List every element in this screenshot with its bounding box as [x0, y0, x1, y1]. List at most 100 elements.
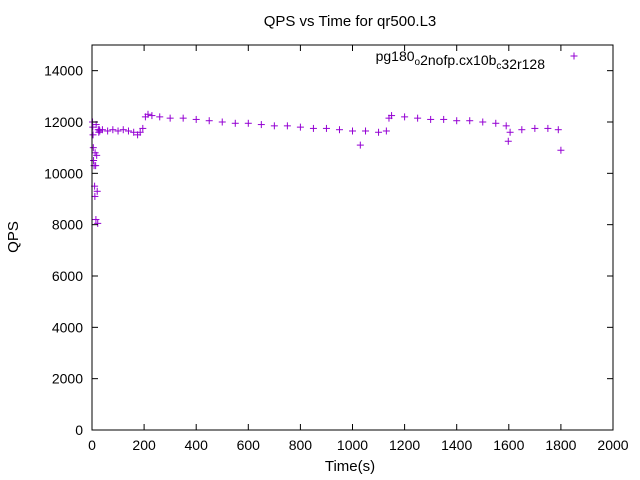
legend-plus-marker — [570, 52, 578, 60]
data-point — [531, 124, 539, 132]
y-axis-ticks: 0 2000 4000 6000 8000 10000 12000 14000 — [44, 63, 613, 438]
data-point — [309, 124, 317, 132]
y-tick-label: 12000 — [44, 114, 83, 130]
data-point — [296, 123, 304, 131]
data-point — [92, 162, 100, 170]
data-point — [93, 187, 101, 195]
x-tick: 1800 — [545, 45, 577, 453]
data-point — [504, 137, 512, 145]
data-point — [479, 118, 487, 126]
data-point — [139, 124, 147, 132]
x-tick-label: 600 — [237, 437, 261, 453]
data-point — [335, 126, 343, 134]
data-point — [427, 115, 435, 123]
y-tick-label: 6000 — [52, 268, 83, 284]
y-tick: 14000 — [44, 63, 613, 79]
data-point — [382, 127, 390, 135]
y-tick-label: 10000 — [44, 165, 83, 181]
data-points — [89, 110, 565, 227]
y-axis-label: QPS — [5, 221, 22, 253]
data-point — [89, 144, 97, 152]
y-tick: 10000 — [44, 165, 613, 181]
data-point — [98, 126, 106, 134]
x-tick: 1000 — [337, 45, 368, 453]
x-tick: 2000 — [597, 45, 629, 453]
data-point — [124, 127, 132, 135]
legend-label: pg180o2nofp.cx10bc32r128 — [376, 48, 546, 72]
data-point — [270, 122, 278, 130]
data-point — [119, 126, 127, 134]
data-point — [148, 112, 156, 120]
data-point — [205, 117, 213, 125]
data-point — [130, 128, 138, 136]
y-tick: 8000 — [52, 217, 613, 233]
data-point — [94, 219, 102, 227]
data-point — [557, 146, 565, 154]
data-point — [518, 126, 526, 134]
x-tick: 600 — [237, 45, 261, 453]
x-tick: 1600 — [493, 45, 525, 453]
data-point — [554, 126, 562, 134]
x-tick-label: 0 — [88, 437, 96, 453]
data-point — [440, 115, 448, 123]
data-point — [283, 122, 291, 130]
x-tick: 800 — [289, 45, 313, 453]
y-tick: 12000 — [44, 114, 613, 130]
data-point — [257, 121, 265, 129]
data-point — [544, 124, 552, 132]
data-point — [362, 127, 370, 135]
y-tick: 2000 — [52, 371, 613, 387]
y-tick: 6000 — [52, 268, 613, 284]
x-tick: 1200 — [389, 45, 420, 453]
y-tick: 0 — [75, 422, 613, 438]
data-point — [244, 119, 252, 127]
data-point — [453, 117, 461, 125]
x-tick: 1400 — [441, 45, 472, 453]
legend-marker — [570, 52, 578, 60]
x-axis-ticks: 0 200 400 600 800 1000 1200 1400 1600 1800 2000 — [88, 45, 629, 453]
y-tick-label: 14000 — [44, 63, 83, 79]
y-tick: 4000 — [52, 319, 613, 335]
data-point — [506, 128, 514, 136]
data-point — [104, 127, 112, 135]
x-tick-label: 800 — [289, 437, 313, 453]
x-tick: 0 — [88, 45, 96, 453]
data-point — [144, 110, 152, 118]
y-tick-label: 8000 — [52, 217, 83, 233]
data-point — [90, 157, 98, 164]
x-tick: 400 — [185, 45, 208, 453]
chart-title: QPS vs Time for qr500.L3 — [264, 13, 437, 30]
plot-frame — [91, 44, 614, 431]
data-point — [91, 192, 99, 200]
data-point — [89, 131, 97, 139]
data-point — [466, 117, 474, 125]
data-point — [109, 126, 117, 134]
x-tick-label: 1400 — [441, 437, 472, 453]
x-tick-label: 1600 — [493, 437, 524, 453]
data-point — [192, 115, 200, 123]
legend: pg180o2nofp.cx10bc32r128 — [376, 48, 578, 72]
data-point — [375, 128, 383, 136]
data-point — [322, 124, 330, 132]
data-point — [114, 127, 122, 135]
y-tick-label: 0 — [75, 422, 83, 438]
x-tick: 200 — [132, 45, 156, 453]
y-tick-label: 2000 — [52, 371, 83, 387]
data-point — [502, 122, 510, 130]
x-tick-label: 1200 — [389, 437, 420, 453]
data-point — [401, 113, 409, 121]
data-point — [349, 127, 356, 135]
data-point — [92, 216, 100, 224]
y-tick-label: 4000 — [52, 319, 83, 335]
data-point — [388, 112, 396, 120]
x-axis-label: Time(s) — [325, 458, 375, 475]
data-point — [136, 128, 144, 136]
x-tick-label: 200 — [132, 437, 156, 453]
x-tick-label: 1000 — [337, 437, 368, 453]
data-point — [492, 119, 500, 127]
data-point — [93, 151, 101, 159]
data-point — [218, 118, 226, 126]
data-point — [231, 119, 239, 127]
data-point — [414, 114, 422, 122]
